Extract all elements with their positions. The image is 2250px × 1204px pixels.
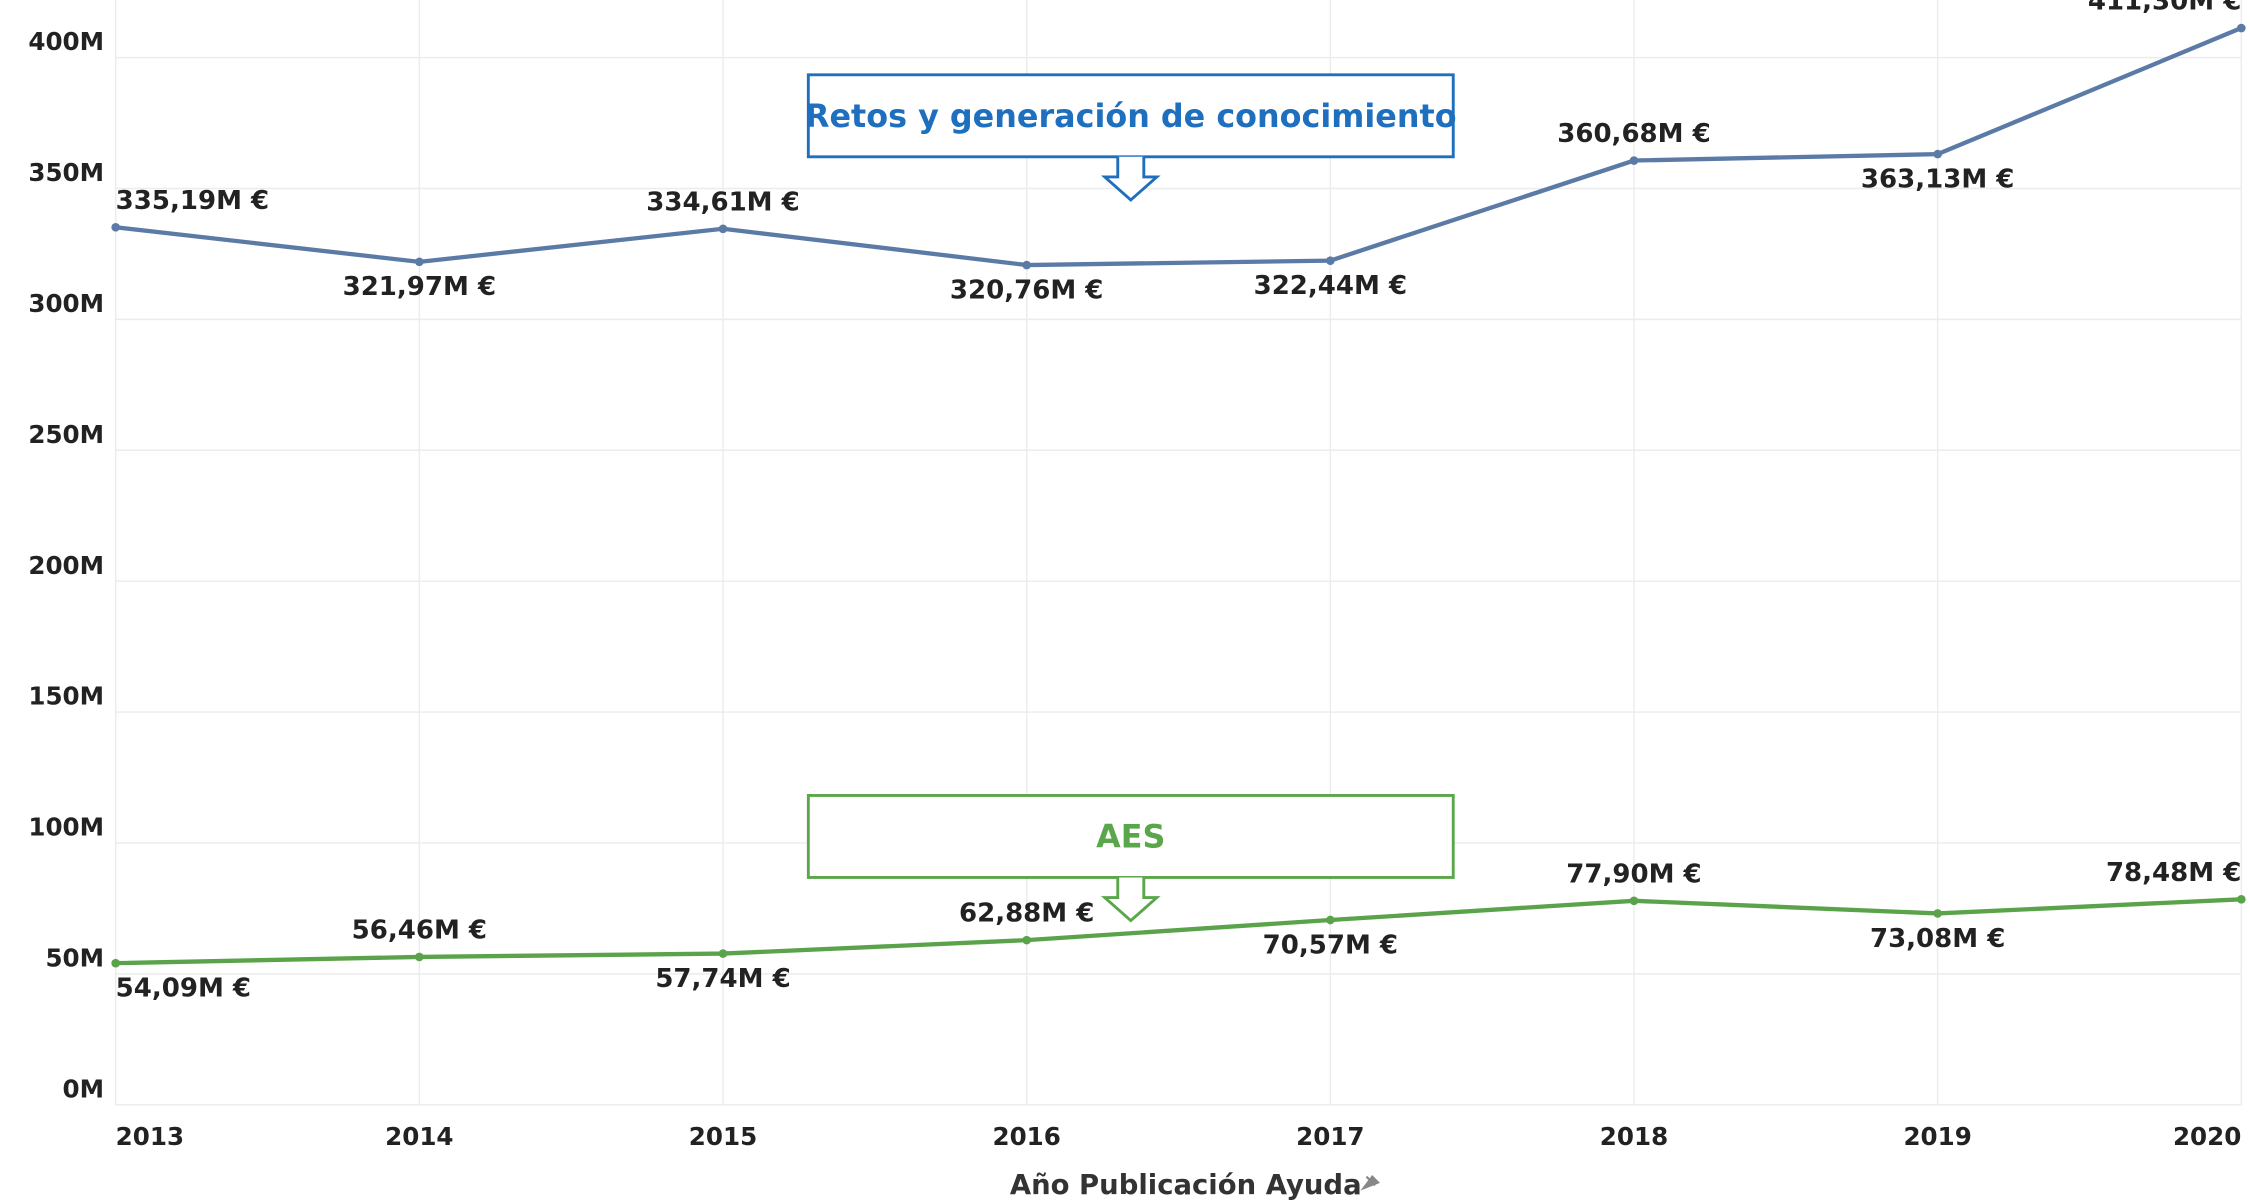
data-label: 411,30M € [2088, 0, 2241, 17]
y-tick-label: 150M [28, 682, 104, 711]
data-label: 321,97M € [343, 272, 496, 302]
point [415, 952, 424, 962]
point [1022, 260, 1032, 270]
point [415, 257, 424, 267]
y-tick-label: 350M [28, 158, 104, 187]
data-label: 73,08M € [1870, 924, 2005, 954]
line [115, 897, 2242, 966]
x-tick-label: 2015 [689, 1122, 757, 1151]
y-tick-label: 50M [45, 944, 104, 973]
data-label: 78,48M € [2106, 858, 2241, 888]
data-label: 77,90M € [1566, 859, 1701, 889]
point [111, 222, 121, 232]
annotation-text: Retos y generación de conocimiento [805, 99, 1457, 135]
data-label: 320,76M € [950, 275, 1103, 305]
data-label: 322,44M € [1254, 271, 1407, 301]
y-tick-label: 250M [28, 420, 104, 449]
y-tick-label: 200M [28, 551, 104, 580]
data-label: 54,09M € [116, 974, 251, 1004]
annotation-arrow [1100, 156, 1161, 202]
x-tick-label: 2019 [1903, 1122, 1971, 1151]
point [718, 949, 728, 958]
data-label: 56,46M € [352, 916, 487, 946]
line [115, 26, 2243, 268]
point [2236, 894, 2246, 904]
x-tick-label: 2013 [116, 1122, 184, 1151]
point [1629, 896, 1639, 906]
data-label: 70,57M € [1263, 930, 1398, 960]
data-label: 334,61M € [646, 187, 799, 217]
data-label: 363,13M € [1861, 165, 2014, 195]
annotation-box [806, 73, 1455, 159]
x-tick-label: 2020 [2173, 1122, 2241, 1151]
annotation-arrow [1100, 877, 1161, 923]
data-label: 57,74M € [655, 964, 790, 994]
point [1629, 156, 1639, 165]
y-tick-label: 300M [28, 289, 104, 318]
point [1933, 149, 1942, 159]
x-tick-label: 2018 [1600, 1122, 1668, 1151]
data-label: 360,68M € [1557, 119, 1710, 149]
point [2236, 23, 2246, 33]
y-tick-label: 400M [28, 27, 104, 56]
x-axis-title: Año Publicación Ayuda [1010, 1170, 1362, 1201]
point [1325, 915, 1335, 925]
data-label: 62,88M € [959, 899, 1094, 929]
point [718, 224, 728, 234]
x-tick-label: 2016 [992, 1122, 1060, 1151]
x-tick-label: 2017 [1296, 1122, 1364, 1151]
x-tick-label: 2014 [385, 1122, 453, 1151]
point [1325, 256, 1335, 265]
y-tick-label: 0M [63, 1074, 105, 1103]
point [1933, 909, 1942, 918]
data-label: 335,19M € [116, 186, 269, 216]
annotation-box [806, 794, 1455, 879]
annotation-text: AES [1096, 820, 1165, 856]
point [111, 958, 121, 968]
y-tick-label: 100M [28, 813, 104, 842]
pin-icon [1360, 1175, 1380, 1191]
point [1022, 935, 1032, 945]
